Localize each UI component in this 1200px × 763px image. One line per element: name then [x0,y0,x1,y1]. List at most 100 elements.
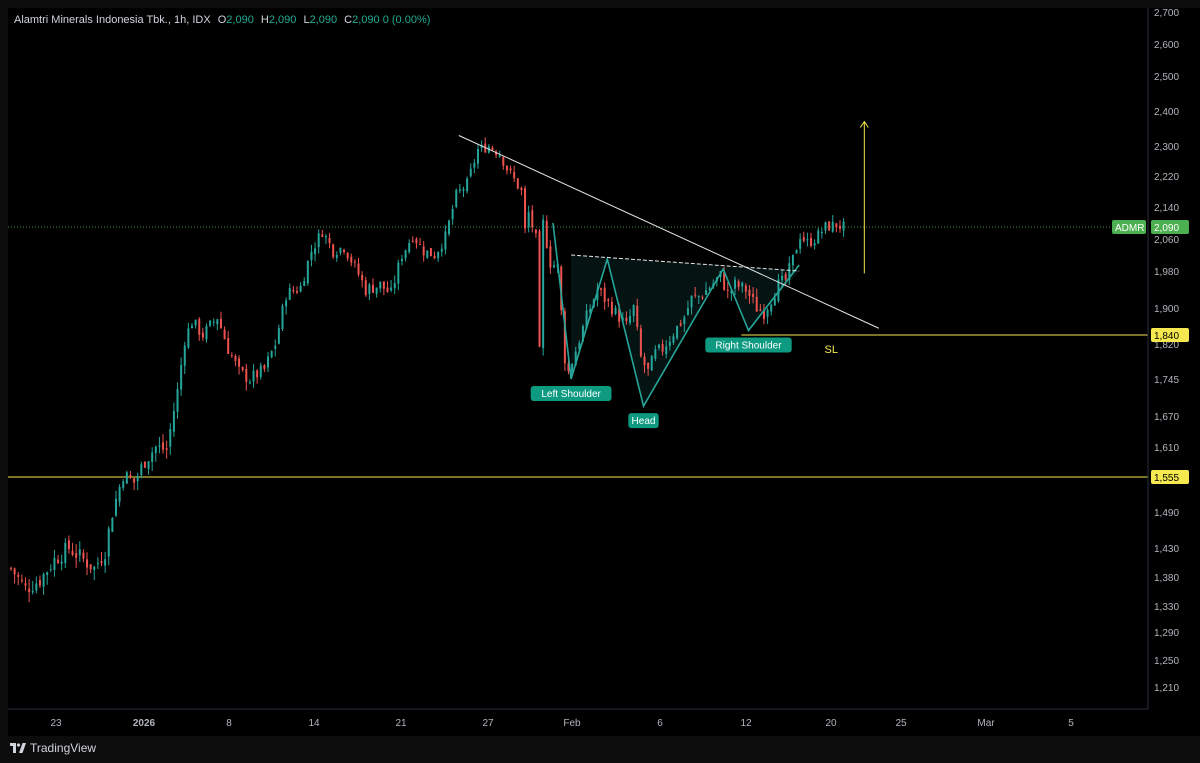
time-tick-label: Feb [563,718,581,729]
candle-body [650,356,653,371]
last-price-badge [1151,220,1189,234]
candle-body [697,296,700,298]
time-tick-label: 23 [50,718,62,729]
candle-body [321,234,324,237]
head-shoulders-pattern[interactable] [552,222,800,409]
candle-body [191,325,193,329]
candle-body [600,288,603,291]
candle-body [263,365,266,369]
candle-body [672,336,675,343]
candle-body [426,250,429,258]
candle-body [346,252,349,259]
price-tick-label: 1,290 [1154,628,1179,639]
candle-body [205,326,208,340]
candle-body [13,568,16,575]
candle-body [726,289,729,291]
candle-body [567,363,570,372]
pattern-label-box [530,386,612,401]
candle-body [766,309,769,317]
pattern-label-box [705,337,792,353]
candle-body [502,156,505,166]
time-tick-label: 20 [825,718,837,729]
ohlc-open-label: O [217,14,227,26]
candle-body [122,481,125,488]
candle-body [473,162,476,168]
candle-body [82,552,85,559]
candle-body [93,566,96,570]
candle-body [361,274,364,281]
candle-body [705,290,708,295]
price-tick-label: 1,330 [1154,602,1179,613]
candle-body [335,254,338,259]
candle-body [806,239,809,241]
ohlc-low-value: 2,090 [309,14,338,26]
candle-body [574,351,577,366]
candle-body [824,222,827,231]
candle-body [437,251,440,259]
candle-body [429,248,432,257]
price-tick-label: 2,060 [1154,235,1179,246]
candle-body [172,411,175,432]
candle-body [64,542,67,563]
candle-body [520,187,523,190]
candle-body [838,225,841,229]
candle-body [353,261,356,263]
candle-body [524,188,527,229]
candle-body [350,256,353,263]
candle-body [256,370,259,378]
candle-body [784,274,787,280]
candle-body [295,291,298,293]
candle-body [491,147,494,151]
candle-body [390,287,393,291]
candle-body [791,254,794,266]
candle-body [513,171,516,179]
candle-body [813,243,816,246]
time-axis[interactable]: 23 2026 8 14 21 27 Feb 6 12 20 25 Mar 5 [8,708,1148,729]
candle-body [306,260,309,284]
candle-body [252,370,255,382]
time-tick-label: Mar [977,718,995,729]
candle-body [310,251,313,261]
instrument-title: Alamtri Minerals Indonesia Tbk., 1h, IDX [14,14,211,26]
level-price-text: 1,840 [1154,331,1179,342]
candle-body [324,236,327,238]
candle-body [227,338,230,354]
candle-body [332,244,335,257]
candle-body [46,572,49,576]
candle-body [835,223,838,228]
candle-body [60,561,63,564]
candle-body [661,344,664,352]
price-axis[interactable]: 1,210 1,250 1,290 1,330 1,380 1,430 1,490 1,555… [1112,8,1189,709]
tradingview-logo[interactable]: TradingView [10,741,96,755]
candle-body [364,280,367,295]
candle-body [245,368,248,382]
candle-body [357,263,360,275]
candle-body [35,583,38,591]
price-tick-label: 1,820 [1154,340,1179,351]
candle-body [585,310,588,329]
time-tick-label: 25 [895,718,907,729]
candle-body [440,248,443,252]
price-tick-label: 1,900 [1154,304,1179,315]
candle-body [509,168,512,171]
candle-body [531,210,534,228]
neckline[interactable] [571,254,800,272]
candle-body [53,557,56,570]
candle-body [625,317,628,322]
candle-body [165,448,168,450]
candle-body [379,281,382,289]
candle-body [451,208,454,220]
candle-body [314,248,317,255]
candle-body [285,300,288,307]
candle-body [563,311,566,364]
candle-body [799,238,802,249]
candle-body [104,559,107,566]
candle-body [223,329,226,340]
candle-body [476,149,479,164]
downtrend-line[interactable] [458,135,880,329]
drawings[interactable] [458,120,880,409]
candle-body [111,517,114,532]
candle-body [505,165,508,171]
candle-body [281,305,284,330]
